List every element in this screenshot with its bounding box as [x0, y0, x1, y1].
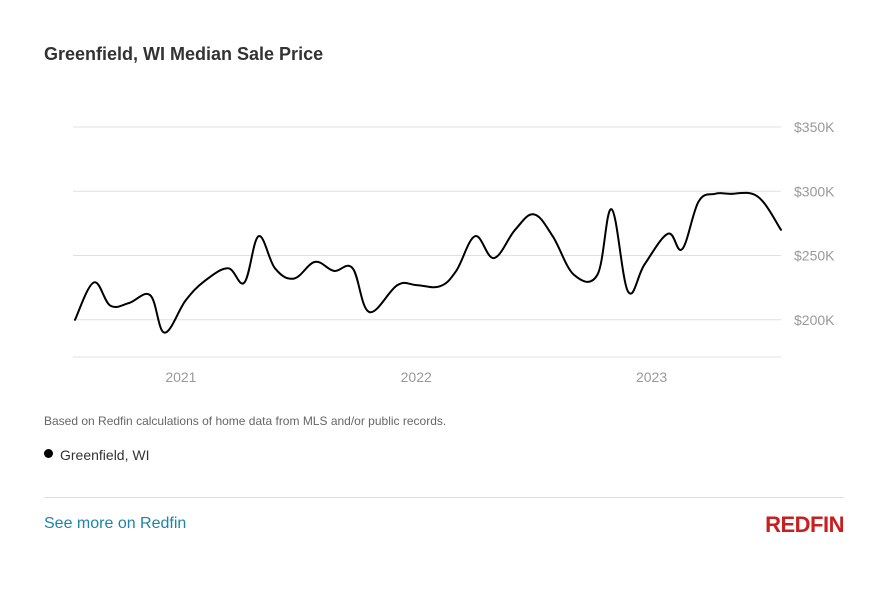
x-tick-label: 2022 — [401, 369, 432, 385]
see-more-link[interactable]: See more on Redfin — [44, 515, 187, 532]
divider — [44, 497, 844, 498]
series-line — [74, 191, 782, 334]
redfin-logo: REDFIN — [765, 512, 844, 537]
y-axis-ticks: $200K $250K $300K $350K — [794, 119, 835, 328]
y-tick-label: $300K — [794, 183, 835, 199]
x-tick-label: 2023 — [636, 369, 667, 385]
y-tick-label: $200K — [794, 312, 835, 328]
x-axis-ticks: 2021 2022 2023 — [165, 369, 667, 385]
series-layer — [74, 191, 782, 334]
gridlines — [73, 126, 781, 358]
x-tick-label: 2021 — [165, 369, 196, 385]
chart-title: Greenfield, WI Median Sale Price — [44, 44, 324, 64]
y-tick-label: $250K — [794, 248, 835, 264]
legend: Greenfield, WI — [44, 447, 149, 463]
line-chart: $200K $250K $300K $350K 2021 2022 2023 — [73, 119, 835, 385]
legend-marker — [44, 448, 53, 458]
source-note: Based on Redfin calculations of home dat… — [44, 414, 447, 428]
y-tick-label: $350K — [794, 119, 835, 135]
legend-label: Greenfield, WI — [60, 447, 150, 463]
